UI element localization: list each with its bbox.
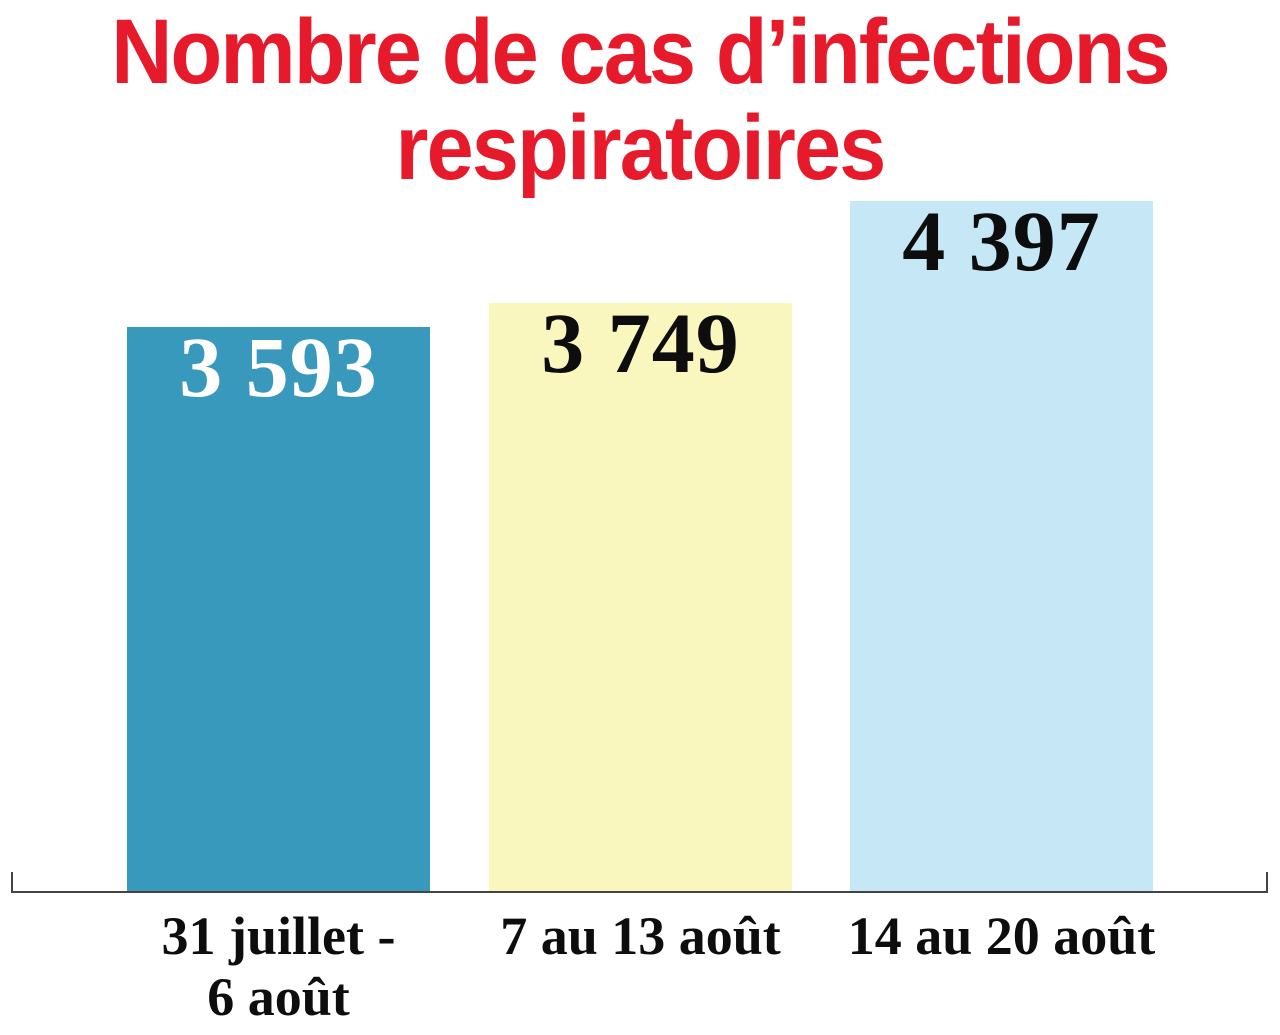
category-label-7-au-13-aout: 7 au 13 août xyxy=(429,906,852,967)
bar-7-au-13-aout: 3 749 xyxy=(489,295,792,892)
x-axis-line xyxy=(11,891,1268,893)
bar-value-label-14-au-20-aout: 4 397 xyxy=(902,193,1101,289)
bar-31-juillet-6-aout: 3 593 xyxy=(127,319,430,892)
category-label-14-au-20-aout: 14 au 20 août xyxy=(790,906,1213,967)
category-label-line: 7 au 13 août xyxy=(500,906,781,966)
bar-value-label-31-juillet-6-aout: 3 593 xyxy=(179,319,378,415)
x-axis-left-end-tick xyxy=(11,872,13,893)
category-label-line: 6 août xyxy=(207,967,350,1027)
chart-title: Nombre de cas d’infections respiratoires xyxy=(51,4,1229,196)
bar-value-label-7-au-13-aout: 3 749 xyxy=(541,295,740,391)
category-label-31-juillet-6-aout: 31 juillet - 6 août xyxy=(67,906,490,1028)
category-label-line: 14 au 20 août xyxy=(847,906,1156,966)
chart-title-line-2: respiratoires xyxy=(395,97,887,199)
x-axis-right-end-tick xyxy=(1266,872,1268,893)
bar-14-au-20-aout: 4 397 xyxy=(850,193,1153,892)
chart-title-line-1: Nombre de cas d’infections xyxy=(111,1,1170,103)
category-label-line: 31 juillet - xyxy=(161,906,396,966)
